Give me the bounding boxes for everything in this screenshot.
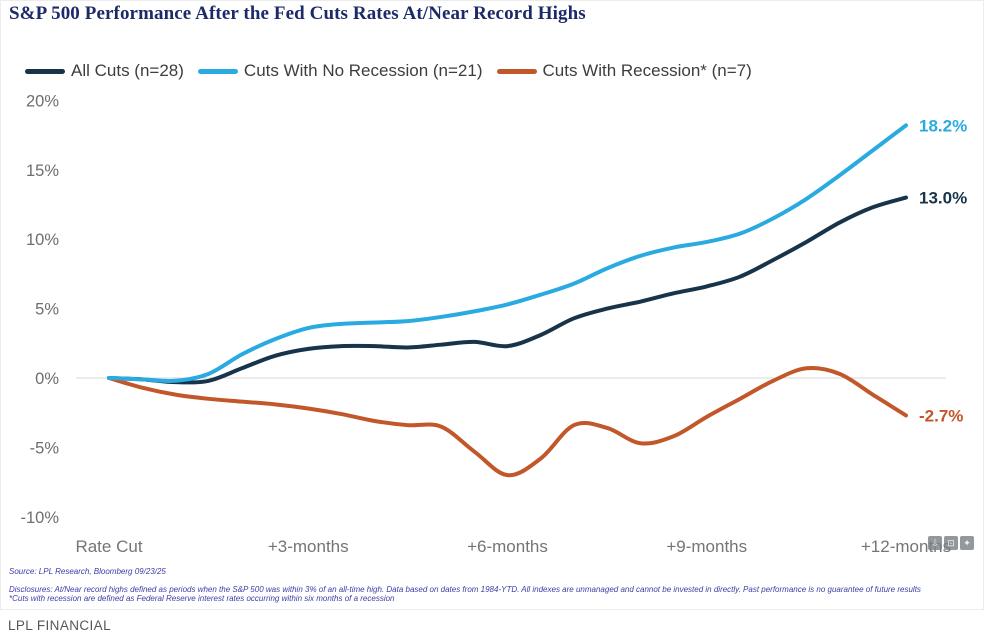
legend-line-swatch xyxy=(25,68,65,74)
series-end-label-2: 18.2% xyxy=(919,116,967,135)
download-icon[interactable]: ⇩ xyxy=(928,536,942,550)
legend-label: All Cuts (n=28) xyxy=(71,61,184,80)
lpl-financial-logo: LPL FINANCIAL xyxy=(8,618,111,633)
legend-item-1: Cuts With No Recession (n=21) xyxy=(197,61,483,81)
series-line-0 xyxy=(107,195,908,385)
series-line-2 xyxy=(107,123,908,384)
disclosure-footnote: *Cuts with recession are defined as Fede… xyxy=(9,594,395,603)
x-axis-tick-label: Rate Cut xyxy=(75,537,142,556)
y-axis-tick-label: 15% xyxy=(26,162,59,180)
legend-line-swatch xyxy=(496,68,537,74)
chart-card: S&P 500 Performance After the Fed Cuts R… xyxy=(0,0,984,610)
disclosure-note: Disclosures: At/Near record highs define… xyxy=(9,584,921,594)
y-axis-tick-label: -10% xyxy=(20,509,59,527)
line-chart: 20% 15% 10% 5% 0% -5% -10% Rate Cut +3-months +6-… xyxy=(20,92,967,556)
y-axis-tick-label: 20% xyxy=(26,92,59,110)
y-axis-tick-label: 5% xyxy=(35,301,59,319)
chart-legend: All Cuts (n=28) Cuts With No Recession (n… xyxy=(25,61,752,81)
y-axis-tick-label: 10% xyxy=(26,231,59,249)
x-axis-tick-label: +9-months xyxy=(666,537,747,556)
x-axis-tick-label: +6-months xyxy=(467,537,548,556)
legend-label: Cuts With Recession* (n=7) xyxy=(542,61,752,80)
series-end-label-0: 13.0% xyxy=(919,189,967,208)
legend-line-swatch xyxy=(197,68,238,74)
legend-item-2: Cuts With Recession* (n=7) xyxy=(496,61,752,81)
chart-footnotes: Source: LPL Research, Bloomberg 09/23/25… xyxy=(9,567,979,604)
copy-image-icon[interactable]: ⊡ xyxy=(944,536,958,550)
series-end-label-1: -2.7% xyxy=(919,406,963,425)
x-axis-tick-label: +3-months xyxy=(268,537,349,556)
legend-label: Cuts With No Recession (n=21) xyxy=(243,61,483,80)
source-note: Source: LPL Research, Bloomberg 09/23/25 xyxy=(9,567,166,576)
share-icon[interactable]: ✦ xyxy=(960,536,974,550)
legend-item-0: All Cuts (n=28) xyxy=(25,61,184,81)
y-axis-tick-label: -5% xyxy=(30,439,60,457)
y-axis-tick-label: 0% xyxy=(35,370,59,388)
image-tool-icons: ⇩ ⊡ ✦ xyxy=(928,536,974,550)
series-line-1 xyxy=(107,366,908,478)
chart-title: S&P 500 Performance After the Fed Cuts R… xyxy=(9,3,586,24)
page-footer: LPL FINANCIAL xyxy=(8,617,111,635)
